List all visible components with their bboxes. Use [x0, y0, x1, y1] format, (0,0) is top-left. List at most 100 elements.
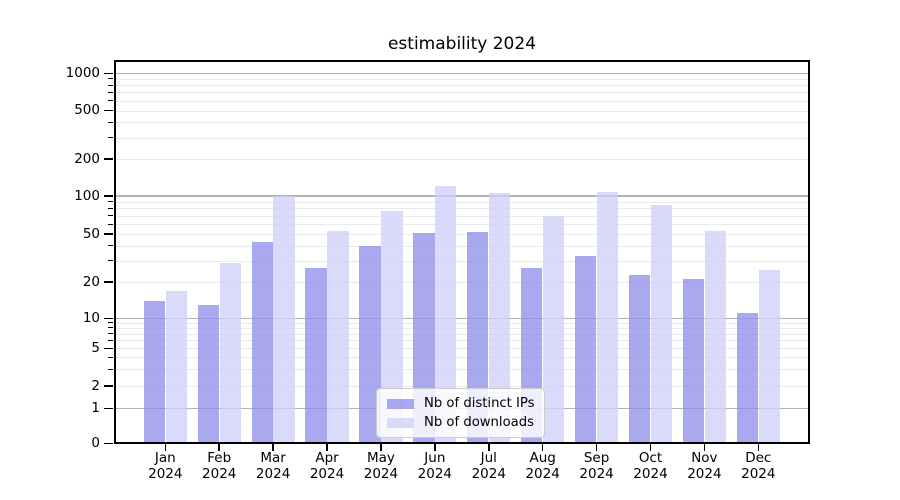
- x-tick-month: Jun: [424, 450, 446, 466]
- x-tick-label: Feb 2024: [189, 450, 249, 482]
- bar-downloads: [327, 230, 349, 444]
- y-minor-tick: [108, 84, 113, 86]
- y-tick-label: 2: [91, 377, 100, 394]
- x-tick-year: 2024: [687, 465, 722, 482]
- x-tick-label: Jun 2024: [405, 450, 465, 482]
- y-tick-label: 1000: [65, 64, 100, 81]
- gridline-minor: [114, 234, 810, 235]
- legend-swatch-downloads: [387, 417, 414, 428]
- x-tick-label: Nov 2024: [674, 450, 734, 482]
- y-minor-tick: [108, 356, 113, 358]
- y-minor-tick: [108, 100, 113, 102]
- y-minor-tick: [108, 137, 113, 139]
- y-minor-tick: [108, 215, 113, 217]
- y-tick: [104, 109, 113, 112]
- y-tick: [104, 195, 113, 197]
- gridline-minor: [114, 282, 810, 283]
- y-tick-label: 10: [82, 309, 100, 326]
- legend-label-distinct-ips: Nb of distinct IPs: [424, 396, 535, 411]
- y-minor-tick: [108, 245, 113, 247]
- bar-distinct-ips: [305, 268, 327, 444]
- gridline-minor: [114, 100, 810, 102]
- x-tick-month: Feb: [207, 450, 232, 466]
- x-tick-year: 2024: [633, 465, 668, 482]
- x-tick-month: Dec: [745, 450, 772, 466]
- gridline-minor: [114, 322, 810, 324]
- x-tick: [703, 444, 706, 451]
- x-tick: [757, 444, 760, 451]
- gridline-minor: [114, 208, 810, 210]
- bar-distinct-ips: [682, 279, 705, 444]
- bar-distinct-ips: [359, 245, 381, 444]
- y-minor-tick: [108, 368, 113, 370]
- x-tick-year: 2024: [363, 465, 399, 482]
- bar-downloads: [489, 192, 511, 444]
- gridline-minor: [114, 110, 810, 112]
- y-tick: [104, 347, 113, 350]
- plot-area: Nb of distinct IPs Nb of downloads: [114, 60, 810, 444]
- gridline-minor: [114, 122, 810, 124]
- y-tick: [104, 317, 113, 320]
- gridline-minor: [114, 348, 810, 350]
- gridline-minor: [114, 201, 810, 203]
- x-tick-month: Oct: [638, 450, 663, 466]
- y-tick: [104, 233, 113, 235]
- gridline-major: [114, 195, 810, 197]
- x-tick-month: Jan: [154, 450, 176, 466]
- bar-downloads: [165, 290, 187, 444]
- x-tick: [164, 444, 167, 451]
- y-tick-label: 5: [91, 339, 100, 356]
- x-tick-month: Apr: [315, 450, 339, 466]
- x-tick-year: 2024: [148, 465, 183, 482]
- x-tick: [272, 444, 274, 451]
- x-tick: [595, 444, 598, 451]
- bar-distinct-ips: [197, 304, 219, 444]
- y-minor-tick: [108, 201, 113, 203]
- bar-downloads: [435, 186, 457, 444]
- x-tick-month: Jul: [480, 450, 497, 466]
- x-tick-label: Aug 2024: [513, 450, 573, 482]
- y-tick-label: 20: [82, 273, 100, 290]
- gridline-major: [114, 317, 810, 319]
- x-tick-label: Jan 2024: [135, 450, 195, 482]
- bar-downloads: [596, 191, 619, 444]
- x-tick: [380, 444, 382, 451]
- x-tick-year: 2024: [202, 465, 237, 482]
- y-minor-tick: [108, 223, 113, 225]
- y-minor-tick: [108, 327, 113, 329]
- x-tick-year: 2024: [309, 465, 345, 482]
- gridline-minor: [114, 357, 810, 359]
- x-tick-month: Nov: [691, 450, 718, 466]
- legend-entry-distinct-ips: Nb of distinct IPs: [387, 396, 535, 411]
- gridline-minor: [114, 137, 810, 139]
- x-tick: [218, 444, 220, 451]
- bar-distinct-ips: [736, 313, 758, 444]
- bar-downloads: [542, 215, 565, 444]
- x-tick-year: 2024: [525, 465, 560, 482]
- x-tick-month: Sep: [583, 450, 610, 466]
- y-minor-tick: [108, 78, 113, 80]
- gridline-minor: [114, 340, 810, 342]
- x-tick-year: 2024: [471, 465, 506, 482]
- y-minor-tick: [108, 207, 113, 209]
- gridline-minor: [114, 92, 810, 94]
- y-tick: [104, 72, 113, 75]
- bar-downloads: [381, 211, 403, 444]
- x-tick-label: Apr 2024: [297, 450, 357, 482]
- y-minor-tick: [108, 322, 113, 324]
- x-tick-label: May 2024: [351, 450, 411, 482]
- gridline-minor: [114, 215, 810, 217]
- gridline-minor: [114, 386, 810, 387]
- x-tick: [487, 444, 490, 451]
- y-tick-label: 200: [74, 150, 100, 167]
- y-minor-tick: [108, 339, 113, 341]
- x-tick-year: 2024: [741, 465, 776, 482]
- gridline-minor: [114, 245, 810, 247]
- legend-entry-downloads: Nb of downloads: [387, 415, 534, 430]
- gridline-major: [114, 72, 810, 74]
- x-tick-year: 2024: [255, 465, 291, 482]
- x-tick-label: Mar 2024: [243, 450, 303, 482]
- bar-downloads: [273, 196, 295, 444]
- x-tick-month: Mar: [260, 450, 286, 466]
